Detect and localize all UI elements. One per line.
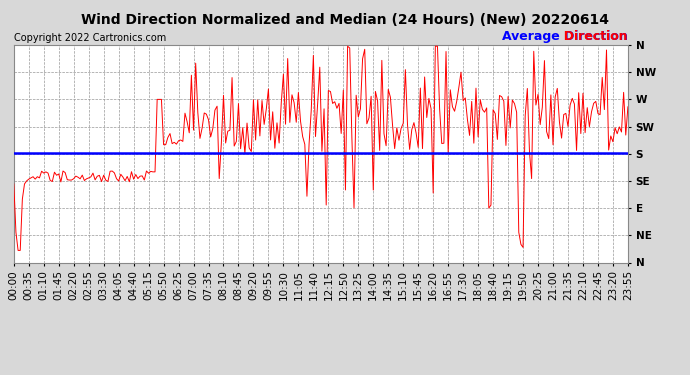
Text: Direction: Direction [520, 30, 628, 43]
Text: Average Direction: Average Direction [502, 30, 628, 43]
Text: Copyright 2022 Cartronics.com: Copyright 2022 Cartronics.com [14, 33, 166, 43]
Text: Wind Direction Normalized and Median (24 Hours) (New) 20220614: Wind Direction Normalized and Median (24… [81, 13, 609, 27]
